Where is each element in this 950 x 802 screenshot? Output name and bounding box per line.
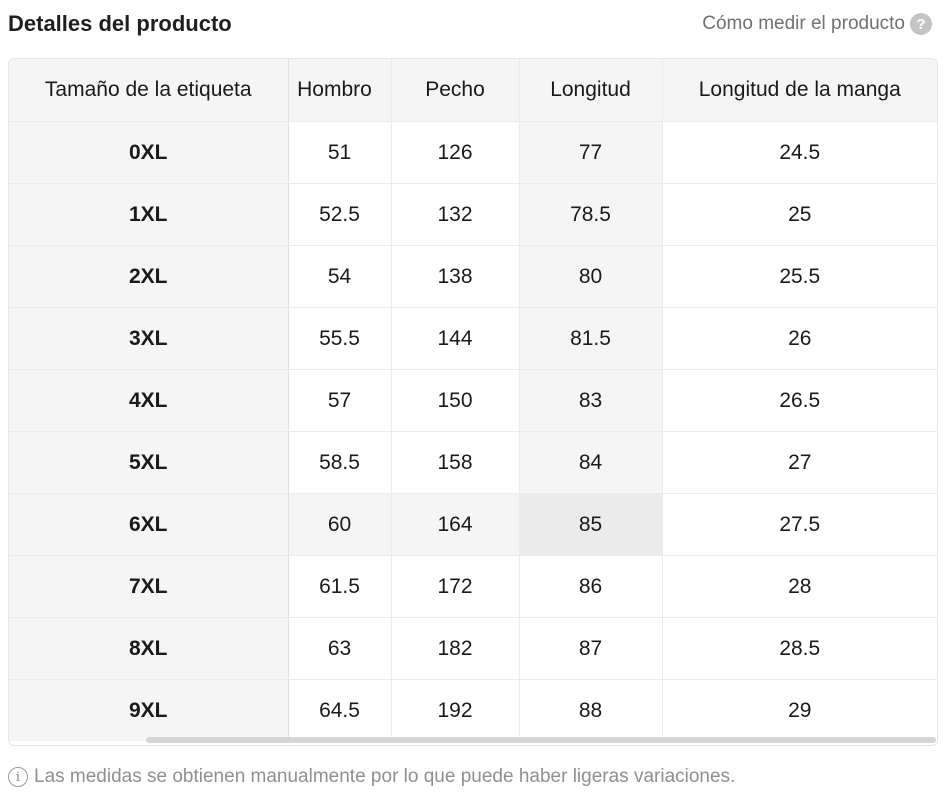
cell-sleeve-length: 24.5 bbox=[662, 121, 937, 184]
cell-chest: 144 bbox=[391, 307, 520, 370]
cell-label-size: 7XL bbox=[9, 555, 289, 618]
cell-shoulder: 61.5 bbox=[288, 555, 392, 618]
cell-chest: 126 bbox=[391, 121, 520, 184]
table-row: 2XL 54 138 80 25.5 bbox=[9, 245, 937, 308]
cell-shoulder: 60 bbox=[288, 493, 392, 556]
cell-label-size: 1XL bbox=[9, 183, 289, 246]
measurement-note-text: Las medidas se obtienen manualmente por … bbox=[34, 766, 736, 787]
table-row: 8XL 63 182 87 28.5 bbox=[9, 617, 937, 680]
cell-sleeve-length: 26 bbox=[662, 307, 937, 370]
cell-shoulder: 63 bbox=[288, 617, 392, 680]
column-header-chest: Pecho bbox=[391, 59, 520, 122]
cell-sleeve-length: 28.5 bbox=[662, 617, 937, 680]
table-row: 7XL 61.5 172 86 28 bbox=[9, 555, 937, 618]
cell-label-size: 9XL bbox=[9, 679, 289, 741]
cell-sleeve-length: 25.5 bbox=[662, 245, 937, 308]
measurement-note: i Las medidas se obtienen manualmente po… bbox=[8, 764, 735, 790]
cell-shoulder: 64.5 bbox=[288, 679, 392, 741]
cell-sleeve-length: 25 bbox=[662, 183, 937, 246]
cell-label-size: 2XL bbox=[9, 245, 289, 308]
cell-chest: 164 bbox=[391, 493, 520, 556]
cell-chest: 192 bbox=[391, 679, 520, 741]
cell-chest: 182 bbox=[391, 617, 520, 680]
table-row: 5XL 58.5 158 84 27 bbox=[9, 431, 937, 494]
cell-length: 80 bbox=[519, 245, 663, 308]
cell-shoulder: 51 bbox=[288, 121, 392, 184]
table-row: 1XL 52.5 132 78.5 25 bbox=[9, 183, 937, 246]
cell-label-size: 8XL bbox=[9, 617, 289, 680]
table-row: 0XL 51 126 77 24.5 bbox=[9, 121, 937, 184]
table-row: 4XL 57 150 83 26.5 bbox=[9, 369, 937, 432]
column-header-label-size: Tamaño de la etiqueta bbox=[9, 59, 289, 122]
table-row: 9XL 64.5 192 88 29 bbox=[9, 679, 937, 741]
cell-length: 86 bbox=[519, 555, 663, 618]
cell-label-size: 5XL bbox=[9, 431, 289, 494]
page-title: Detalles del producto bbox=[8, 11, 232, 36]
column-header-sleeve-length: Longitud de la manga bbox=[662, 59, 937, 122]
cell-length: 78.5 bbox=[519, 183, 663, 246]
cell-chest: 172 bbox=[391, 555, 520, 618]
info-icon: i bbox=[8, 767, 28, 787]
cell-shoulder: 55.5 bbox=[288, 307, 392, 370]
horizontal-scrollbar[interactable] bbox=[146, 737, 936, 743]
cell-shoulder: 57 bbox=[288, 369, 392, 432]
table-row: 3XL 55.5 144 81.5 26 bbox=[9, 307, 937, 370]
cell-chest: 132 bbox=[391, 183, 520, 246]
column-header-shoulder: Hombro bbox=[288, 59, 392, 122]
cell-sleeve-length: 27 bbox=[662, 431, 937, 494]
cell-length: 83 bbox=[519, 369, 663, 432]
cell-length: 84 bbox=[519, 431, 663, 494]
cell-label-size: 4XL bbox=[9, 369, 289, 432]
product-details-header: Detalles del producto Cómo medir el prod… bbox=[8, 10, 934, 38]
cell-sleeve-length: 26.5 bbox=[662, 369, 937, 432]
column-header-length: Longitud bbox=[519, 59, 663, 122]
cell-label-size: 3XL bbox=[9, 307, 289, 370]
cell-shoulder: 54 bbox=[288, 245, 392, 308]
cell-length: 88 bbox=[519, 679, 663, 741]
cell-chest: 138 bbox=[391, 245, 520, 308]
cell-label-size: 0XL bbox=[9, 121, 289, 184]
table-header-row: Tamaño de la etiqueta Hombro Pecho Longi… bbox=[9, 59, 937, 122]
cell-shoulder: 52.5 bbox=[288, 183, 392, 246]
size-chart-table-container[interactable]: Tamaño de la etiqueta Hombro Pecho Longi… bbox=[8, 58, 938, 746]
cell-sleeve-length: 27.5 bbox=[662, 493, 937, 556]
cell-shoulder: 58.5 bbox=[288, 431, 392, 494]
table-row: 6XL 60 164 85 27.5 bbox=[9, 493, 937, 556]
cell-chest: 150 bbox=[391, 369, 520, 432]
cell-sleeve-length: 29 bbox=[788, 698, 812, 722]
cell-length: 85 bbox=[519, 493, 663, 556]
cell-length: 81.5 bbox=[519, 307, 663, 370]
question-mark-icon[interactable]: ? bbox=[910, 13, 932, 35]
how-to-measure-link[interactable]: Cómo medir el producto ? bbox=[702, 10, 932, 38]
cell-label-size: 6XL bbox=[9, 493, 289, 556]
cell-sleeve-length: 28 bbox=[662, 555, 937, 618]
cell-length: 77 bbox=[519, 121, 663, 184]
cell-chest: 158 bbox=[391, 431, 520, 494]
size-chart-table: Tamaño de la etiqueta Hombro Pecho Longi… bbox=[9, 59, 937, 741]
cell-length: 87 bbox=[519, 617, 663, 680]
how-to-measure-label[interactable]: Cómo medir el producto bbox=[702, 13, 905, 34]
